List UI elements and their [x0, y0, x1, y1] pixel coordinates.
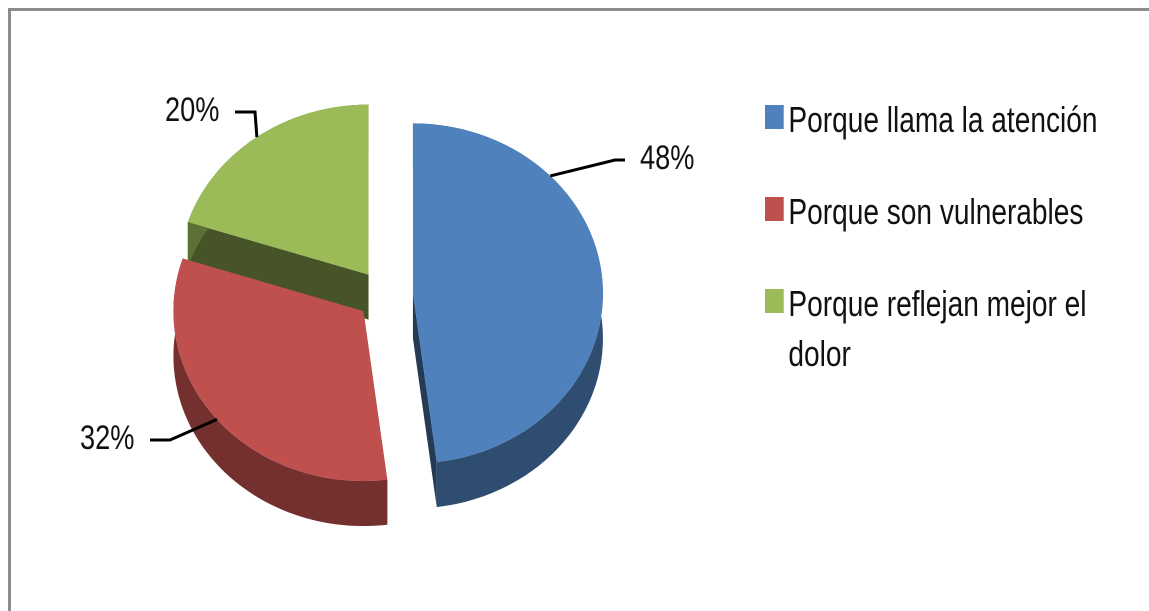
slice [187, 104, 369, 275]
slice-side [187, 222, 369, 320]
leader-line [549, 158, 625, 178]
slice [173, 258, 388, 482]
slice-wall [173, 258, 388, 527]
legend-item: Porque llama la atención [765, 95, 1108, 145]
leader-line [150, 418, 218, 442]
legend-swatch [765, 105, 784, 129]
legend-label: Porque reflejan mejor el dolor [788, 283, 1087, 374]
data-label: 32% [80, 418, 134, 457]
legend-item: Porque reflejan mejor el dolor [765, 279, 1108, 379]
legend-label: Porque llama la atención [788, 99, 1098, 140]
legend-label: Porque son vulnerables [788, 191, 1084, 232]
data-label: 48% [640, 138, 694, 177]
legend-item: Porque son vulnerables [765, 187, 1108, 237]
chart-frame [8, 8, 1149, 611]
legend-swatch [765, 197, 784, 221]
legend: Porque llama la atención Porque son vulne… [765, 95, 1108, 421]
slice-side [412, 293, 437, 508]
legend-swatch [765, 289, 784, 313]
slice [412, 123, 603, 463]
leader-line [235, 110, 259, 138]
data-label: 20% [165, 90, 219, 129]
